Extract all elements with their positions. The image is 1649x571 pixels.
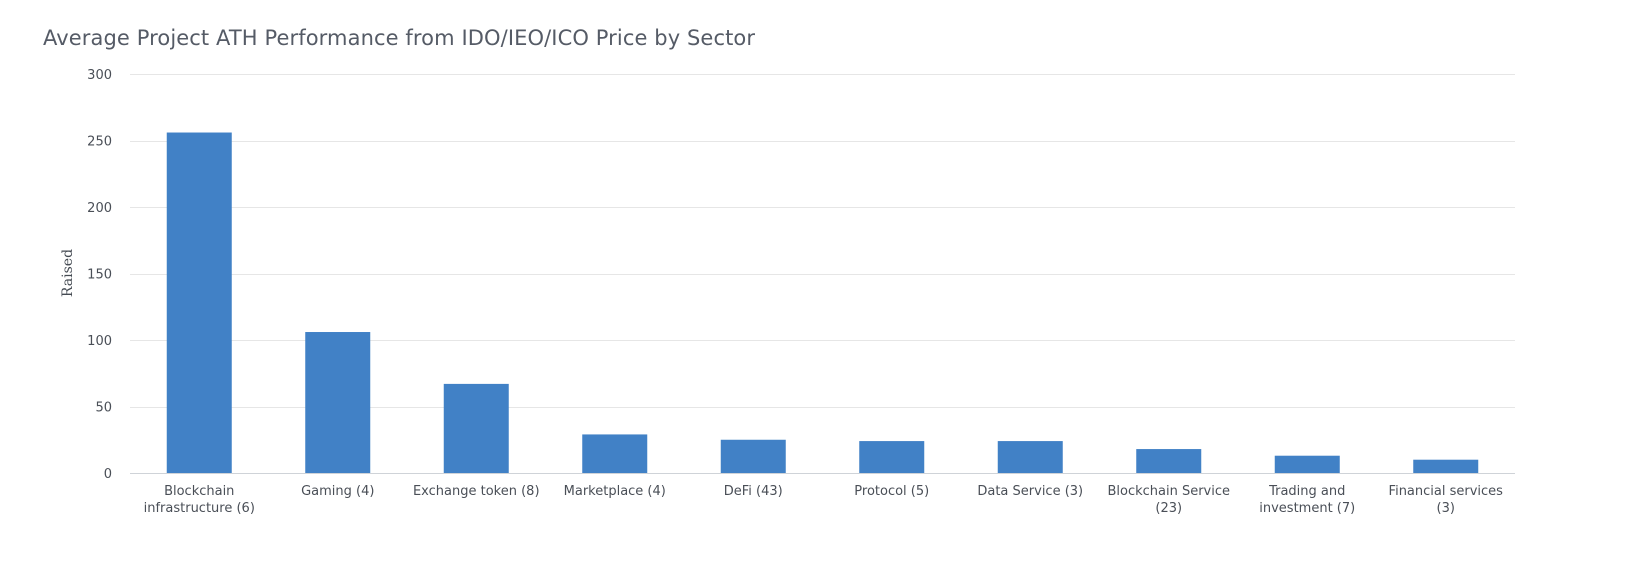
x-tick-label-line: Trading and (1268, 484, 1345, 499)
x-tick-label-line: Blockchain Service (1107, 484, 1230, 499)
x-tick-label: Blockchain infrastructure (6) (144, 484, 255, 516)
x-tick-label: DeFi (43) (724, 484, 783, 499)
y-tick-label: 100 (87, 334, 112, 349)
bar[interactable] (1413, 459, 1479, 473)
x-tick-label: Gaming (4) (301, 484, 374, 499)
x-tick-label-line: Exchange token (8) (413, 484, 540, 499)
y-axis-ticks: 0 50 100 150 200 250 300 (87, 68, 112, 482)
x-tick-label: Financial services (3) (1389, 484, 1504, 516)
x-tick-label-line: (3) (1437, 501, 1455, 516)
bar[interactable] (305, 332, 371, 473)
bar[interactable] (997, 441, 1063, 473)
x-tick-label-line: Gaming (4) (301, 484, 374, 499)
x-tick-label-line: Marketplace (4) (564, 484, 666, 499)
x-tick-label: Blockchain Service (23) (1107, 484, 1230, 516)
y-tick-label: 50 (95, 401, 112, 416)
y-axis-title: Raised (60, 249, 76, 297)
x-tick-label-line: Blockchain (164, 484, 234, 499)
x-tick-label: Protocol (5) (854, 484, 929, 499)
x-axis-labels: Blockchain infrastructure (6) Gaming (4) Ex… (144, 484, 1504, 516)
bars (166, 132, 1479, 473)
x-tick-label: Trading and investment (7) (1259, 484, 1355, 516)
x-tick-label-line: Data Service (3) (977, 484, 1083, 499)
bar[interactable] (859, 441, 925, 473)
y-tick-label: 250 (87, 135, 112, 150)
x-tick-label: Data Service (3) (977, 484, 1083, 499)
bar[interactable] (1274, 455, 1340, 473)
x-tick-label-line: Protocol (5) (854, 484, 929, 499)
x-tick-label-line: DeFi (43) (724, 484, 783, 499)
bar[interactable] (1136, 449, 1202, 473)
y-tick-label: 150 (87, 268, 112, 283)
x-tick-label-line: investment (7) (1259, 501, 1355, 516)
bar[interactable] (443, 383, 509, 473)
chart-title: Average Project ATH Performance from IDO… (43, 26, 756, 50)
y-tick-label: 300 (87, 68, 112, 83)
x-tick-label: Marketplace (4) (564, 484, 666, 499)
bar[interactable] (166, 132, 232, 473)
y-tick-label: 0 (104, 467, 112, 482)
x-tick-label-line: (23) (1155, 501, 1182, 516)
x-tick-label: Exchange token (8) (413, 484, 540, 499)
bar[interactable] (582, 434, 648, 473)
x-tick-label-line: infrastructure (6) (144, 501, 255, 516)
y-tick-label: 200 (87, 201, 112, 216)
x-tick-label-line: Financial services (1389, 484, 1504, 499)
bar[interactable] (720, 439, 786, 473)
